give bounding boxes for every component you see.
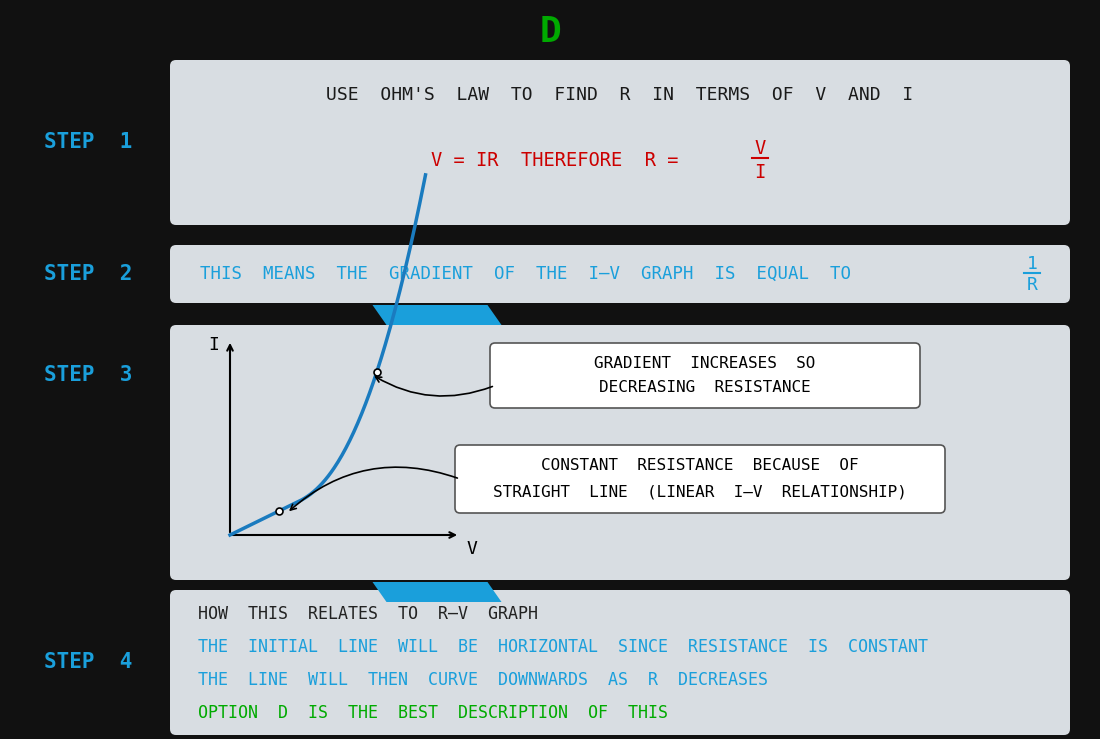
Text: STEP  4: STEP 4 (44, 653, 132, 672)
Text: GRADIENT  INCREASES  SO: GRADIENT INCREASES SO (594, 355, 816, 370)
Text: R: R (1026, 276, 1037, 294)
Text: V: V (466, 540, 477, 558)
Text: THE  LINE  WILL  THEN  CURVE  DOWNWARDS  AS  R  DECREASES: THE LINE WILL THEN CURVE DOWNWARDS AS R … (198, 671, 768, 689)
Text: I: I (755, 163, 766, 182)
FancyBboxPatch shape (170, 325, 1070, 580)
Text: STRAIGHT  LINE  (LINEAR  I–V  RELATIONSHIP): STRAIGHT LINE (LINEAR I–V RELATIONSHIP) (493, 485, 906, 500)
FancyBboxPatch shape (170, 245, 1070, 303)
Text: HOW  THIS  RELATES  TO  R–V  GRAPH: HOW THIS RELATES TO R–V GRAPH (198, 605, 538, 623)
Text: V = IR  THEREFORE  R =: V = IR THEREFORE R = (430, 151, 690, 169)
Polygon shape (373, 305, 502, 325)
Text: USE  OHM'S  LAW  TO  FIND  R  IN  TERMS  OF  V  AND  I: USE OHM'S LAW TO FIND R IN TERMS OF V AN… (327, 86, 914, 104)
Text: V: V (755, 140, 766, 158)
Text: I: I (209, 336, 219, 354)
Text: THIS  MEANS  THE  GRADIENT  OF  THE  I–V  GRAPH  IS  EQUAL  TO: THIS MEANS THE GRADIENT OF THE I–V GRAPH… (200, 265, 851, 283)
Text: STEP  1: STEP 1 (44, 132, 132, 152)
Text: OPTION  D  IS  THE  BEST  DESCRIPTION  OF  THIS: OPTION D IS THE BEST DESCRIPTION OF THIS (198, 704, 668, 722)
FancyBboxPatch shape (170, 590, 1070, 735)
FancyBboxPatch shape (455, 445, 945, 513)
FancyBboxPatch shape (170, 60, 1070, 225)
Text: CONSTANT  RESISTANCE  BECAUSE  OF: CONSTANT RESISTANCE BECAUSE OF (541, 457, 859, 472)
Text: THE  INITIAL  LINE  WILL  BE  HORIZONTAL  SINCE  RESISTANCE  IS  CONSTANT: THE INITIAL LINE WILL BE HORIZONTAL SINC… (198, 638, 928, 656)
Text: D: D (539, 15, 561, 49)
FancyBboxPatch shape (490, 343, 920, 408)
Text: DECREASING  RESISTANCE: DECREASING RESISTANCE (600, 381, 811, 395)
Text: STEP  3: STEP 3 (44, 365, 132, 385)
Text: 1: 1 (1026, 255, 1037, 273)
Polygon shape (373, 582, 502, 602)
Text: STEP  2: STEP 2 (44, 264, 132, 284)
